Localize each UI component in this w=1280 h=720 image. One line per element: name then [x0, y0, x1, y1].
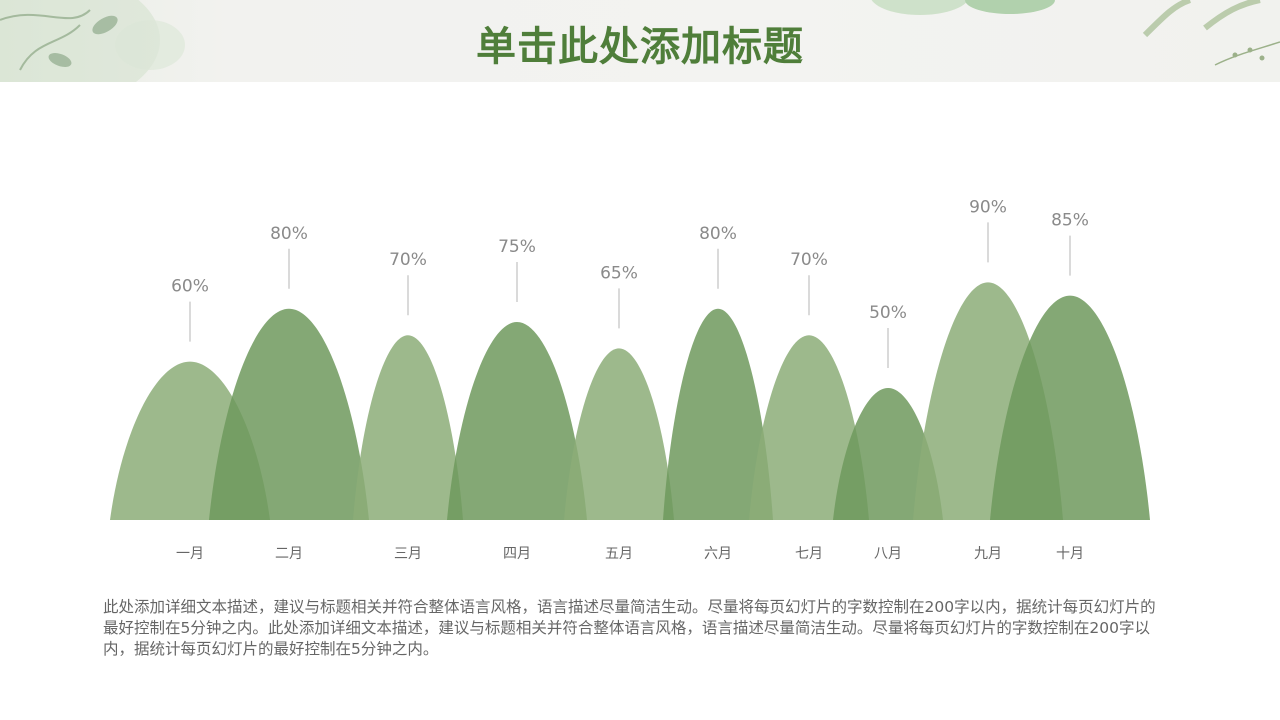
category-label: 六月	[704, 546, 732, 562]
category-label: 八月	[874, 546, 902, 562]
description-text: 此处添加详细文本描述，建议与标题相关并符合整体语言风格，语言描述尽量简洁生动。尽…	[103, 598, 1156, 658]
peak-6	[663, 308, 773, 520]
category-label: 十月	[1056, 546, 1084, 562]
value-label: 50%	[869, 303, 907, 323]
leaf-decoration-right	[871, 0, 1280, 66]
value-label: 85%	[1051, 211, 1089, 231]
page-title: 单击此处添加标题	[476, 24, 804, 70]
peak-3	[353, 335, 463, 520]
peak-8	[833, 388, 943, 520]
peak-7	[749, 335, 869, 520]
value-label: 60%	[171, 277, 209, 297]
category-label: 三月	[394, 546, 422, 562]
category-label: 一月	[176, 546, 204, 562]
value-label: 70%	[790, 250, 828, 270]
category-label: 四月	[503, 546, 531, 562]
leaf-decoration	[0, 0, 1280, 82]
peak-10	[990, 295, 1150, 520]
category-label: 七月	[795, 546, 823, 562]
value-label: 65%	[600, 263, 638, 283]
value-label: 75%	[498, 237, 536, 257]
value-label: 80%	[699, 224, 737, 244]
category-label: 二月	[275, 546, 303, 562]
peak-5	[564, 348, 674, 520]
category-label: 九月	[974, 546, 1002, 562]
header-banner: 单击此处添加标题	[0, 0, 1280, 82]
mountain-chart: 60% 一月 80% 二月 70% 三月 75% 四月 65% 五月 80% 六月 70% 七月 50% 八月…	[110, 197, 1150, 562]
value-label: 70%	[389, 250, 427, 270]
peak-4	[447, 322, 587, 520]
leaf-decoration-left	[0, 0, 185, 82]
value-label: 90%	[969, 197, 1007, 217]
peak-2	[209, 308, 369, 520]
value-label: 80%	[270, 224, 308, 244]
category-label: 五月	[605, 546, 633, 562]
